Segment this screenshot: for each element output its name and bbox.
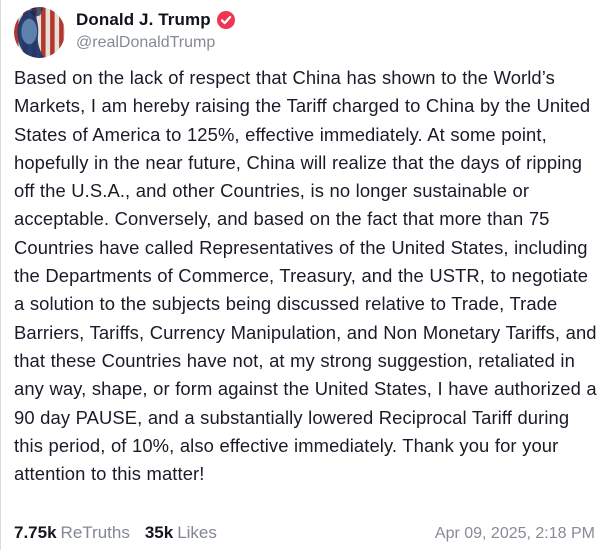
verified-checkmark-icon	[216, 11, 235, 29]
post-body-text: Based on the lack of respect that China …	[14, 67, 597, 485]
avatar[interactable]	[14, 7, 65, 58]
author-display-name[interactable]: Donald J. Trump	[76, 10, 211, 29]
post-header: Donald J. Trump @realDonaldTrump	[14, 7, 596, 58]
retruths-count: 7.75k	[14, 523, 57, 542]
retruths-stat[interactable]: 7.75k ReTruths	[14, 523, 130, 543]
likes-label: Likes	[177, 523, 217, 542]
stats-group: 7.75k ReTruths 35k Likes	[14, 523, 217, 543]
author-identity-block: Donald J. Trump @realDonaldTrump	[76, 7, 235, 52]
likes-count: 35k	[144, 523, 174, 542]
american-flag-avatar-icon	[14, 7, 65, 58]
retruths-label: ReTruths	[60, 523, 130, 542]
post-timestamp: Apr 09, 2025, 2:18 PM	[434, 525, 595, 542]
author-name-row: Donald J. Trump	[76, 10, 235, 30]
post-footer: 7.75k ReTruths 35k Likes Apr 09, 2025, 2:1…	[14, 523, 595, 543]
author-handle[interactable]: @realDonaldTrump	[76, 34, 216, 51]
likes-stat[interactable]: 35k Likes	[145, 523, 217, 543]
